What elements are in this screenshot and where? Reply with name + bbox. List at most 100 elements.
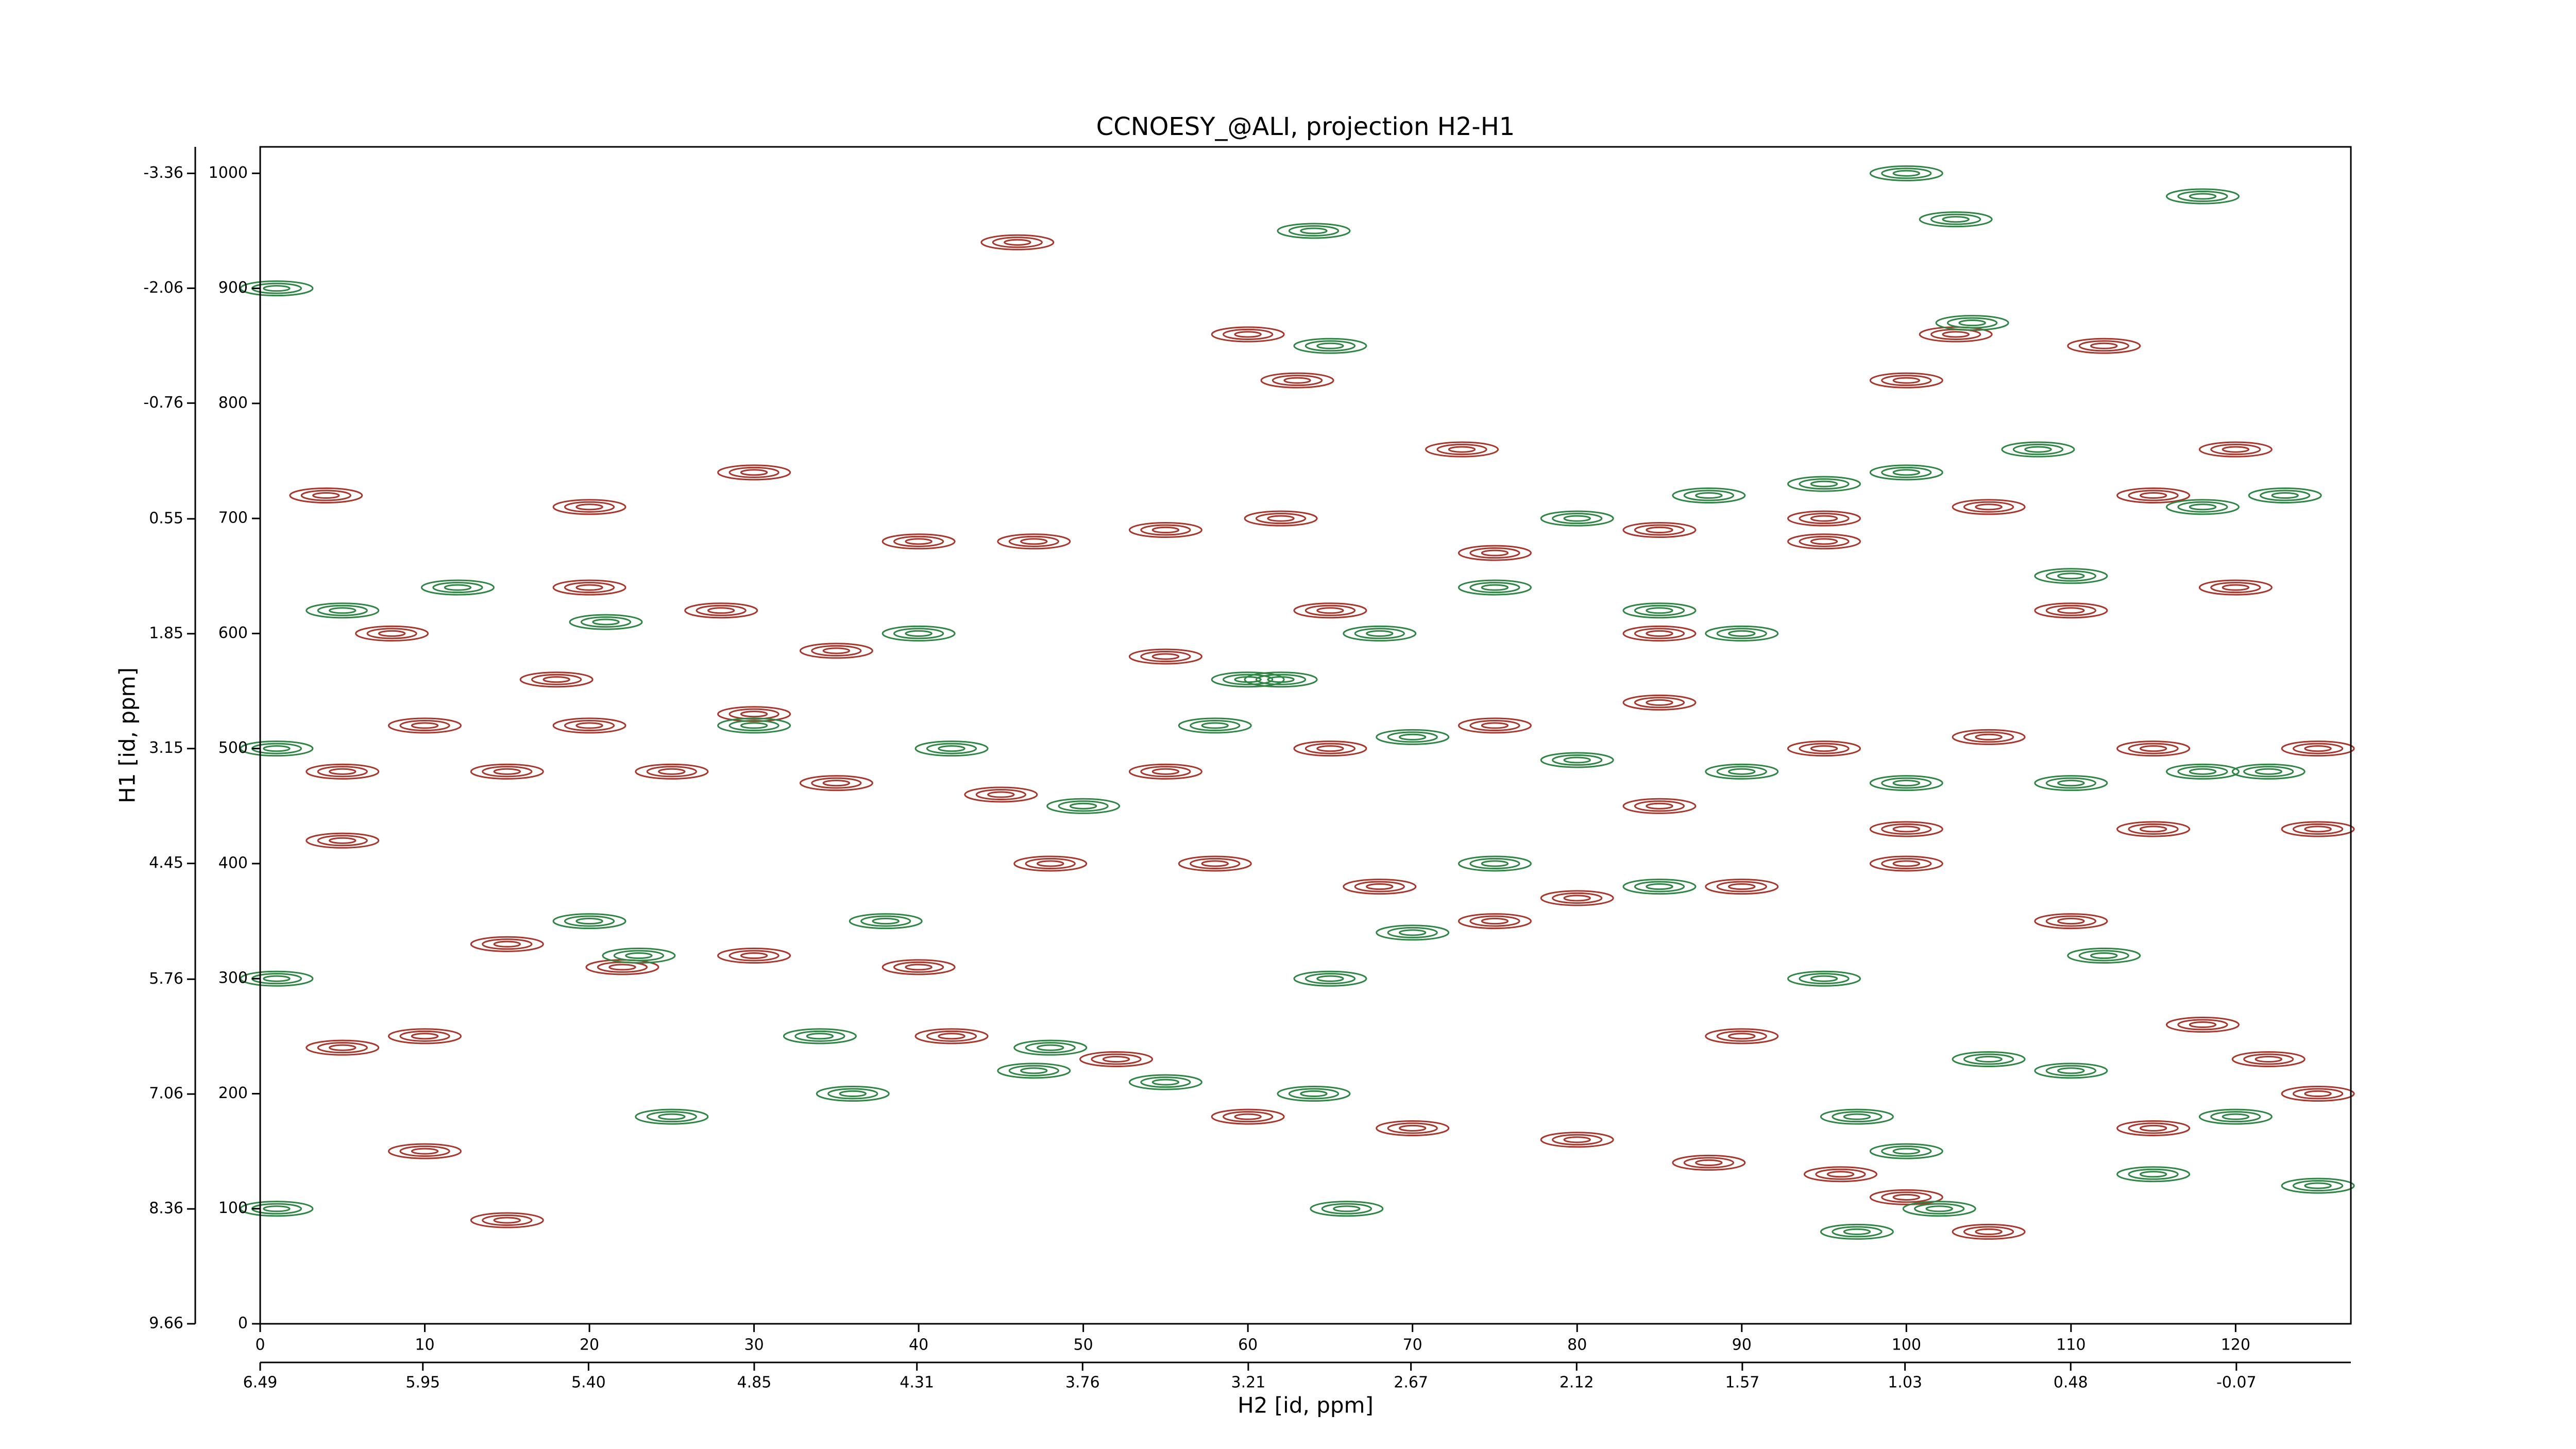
peak — [1869, 372, 1943, 389]
contour-ring — [1930, 213, 1981, 225]
contour-ring — [1803, 1166, 1877, 1183]
contour-ring — [552, 499, 626, 515]
contour-ring — [1881, 167, 1932, 179]
contour-ring — [1787, 510, 1861, 527]
contour-ring — [717, 717, 791, 734]
contour-ring — [2045, 1065, 2096, 1076]
peak — [1458, 913, 1532, 930]
contour-ring — [1046, 798, 1121, 814]
contour-ring — [1695, 1159, 1723, 1166]
contour-ring — [740, 722, 768, 729]
peak — [2116, 487, 2191, 503]
contour-ring — [2243, 766, 2294, 778]
peak — [1128, 1074, 1202, 1090]
peak — [470, 936, 544, 952]
x-axis-label: H2 [id, ppm] — [1238, 1393, 1374, 1418]
contour-ring — [1787, 740, 1861, 757]
contour-ring — [740, 469, 768, 476]
contour-ring — [2116, 821, 2191, 837]
x2-tick-label: 3.76 — [1065, 1374, 1100, 1392]
contour-ring — [1151, 1079, 1180, 1086]
contour-ring — [240, 740, 314, 757]
peak — [552, 499, 626, 515]
y-tick-label: 300 — [218, 969, 248, 987]
peak — [717, 717, 791, 734]
peak — [1540, 510, 1614, 527]
contour-ring — [2189, 768, 2217, 775]
peak — [1820, 1108, 1894, 1125]
peak — [306, 1039, 380, 1056]
contour-ring — [1481, 722, 1509, 729]
contour-ring — [1881, 857, 1932, 869]
contour-ring — [2255, 768, 2282, 775]
contour-ring — [2260, 490, 2311, 501]
contour-ring — [794, 1030, 845, 1042]
contour-ring — [1079, 1051, 1154, 1067]
contour-ring — [1563, 895, 1591, 902]
contour-ring — [2139, 1124, 2167, 1132]
peak — [1869, 165, 1943, 181]
contour-ring — [2222, 584, 2250, 591]
contour-ring — [1481, 860, 1509, 867]
peak — [1803, 1166, 1877, 1183]
contour-ring — [1963, 1226, 2014, 1238]
y-tick-label: 900 — [218, 279, 248, 297]
contour-ring — [1716, 766, 1767, 778]
contour-ring — [1469, 915, 1520, 927]
contour-ring — [1366, 630, 1394, 637]
contour-ring — [1646, 802, 1673, 810]
contour-ring — [646, 1111, 697, 1123]
contour-ring — [263, 285, 291, 292]
y-axis-label: H1 [id, ppm] — [115, 667, 140, 803]
contour-ring — [355, 625, 429, 642]
contour-ring — [366, 628, 417, 639]
contour-ring — [2045, 570, 2096, 582]
contour-ring — [1540, 752, 1614, 768]
contour-ring — [2045, 777, 2096, 789]
contour-ring — [1683, 1157, 1734, 1169]
contour-ring — [938, 745, 965, 752]
peak — [1869, 464, 1943, 481]
contour-ring — [2177, 501, 2228, 513]
contour-ring — [1343, 625, 1417, 642]
contour-ring — [1892, 170, 1920, 177]
contour-ring — [1963, 501, 2014, 513]
peak — [1787, 970, 1861, 987]
contour-ring — [2292, 823, 2344, 835]
contour-ring — [1304, 743, 1356, 754]
y2-tick-label: 1.85 — [149, 624, 183, 642]
contour-ring — [2045, 915, 2096, 927]
x2-tick-label: -0.07 — [2216, 1374, 2257, 1392]
contour-ring — [1563, 1136, 1591, 1143]
contour-ring — [2281, 740, 2355, 757]
peak — [1128, 648, 1202, 665]
contour-ring — [987, 791, 1015, 798]
contour-ring — [1128, 648, 1202, 665]
contour-ring — [2165, 188, 2240, 205]
contour-ring — [1881, 1191, 1932, 1203]
contour-ring — [1398, 929, 1427, 936]
contour-ring — [1728, 1033, 1756, 1040]
x2-tick-label: 4.31 — [900, 1374, 934, 1392]
x2-tick-label: 3.21 — [1231, 1374, 1266, 1392]
contour-ring — [1436, 444, 1487, 456]
contour-ring — [1881, 823, 1932, 835]
contour-ring — [1634, 800, 1685, 812]
contour-ring — [1211, 326, 1285, 343]
contour-ring — [592, 618, 620, 626]
contour-ring — [2210, 582, 2261, 594]
contour-ring — [822, 647, 851, 654]
contour-ring — [317, 1042, 368, 1054]
peak — [816, 1085, 890, 1102]
contour-ring — [1881, 777, 1932, 789]
contour-ring — [1963, 731, 2014, 743]
contour-ring — [1810, 975, 1838, 982]
peak — [635, 1108, 709, 1125]
contour-ring — [2189, 1021, 2217, 1029]
contour-ring — [2057, 607, 2085, 614]
contour-ring — [1832, 1226, 1883, 1238]
contour-ring — [1646, 883, 1673, 890]
peak — [2165, 1017, 2240, 1033]
peak — [1046, 798, 1121, 814]
